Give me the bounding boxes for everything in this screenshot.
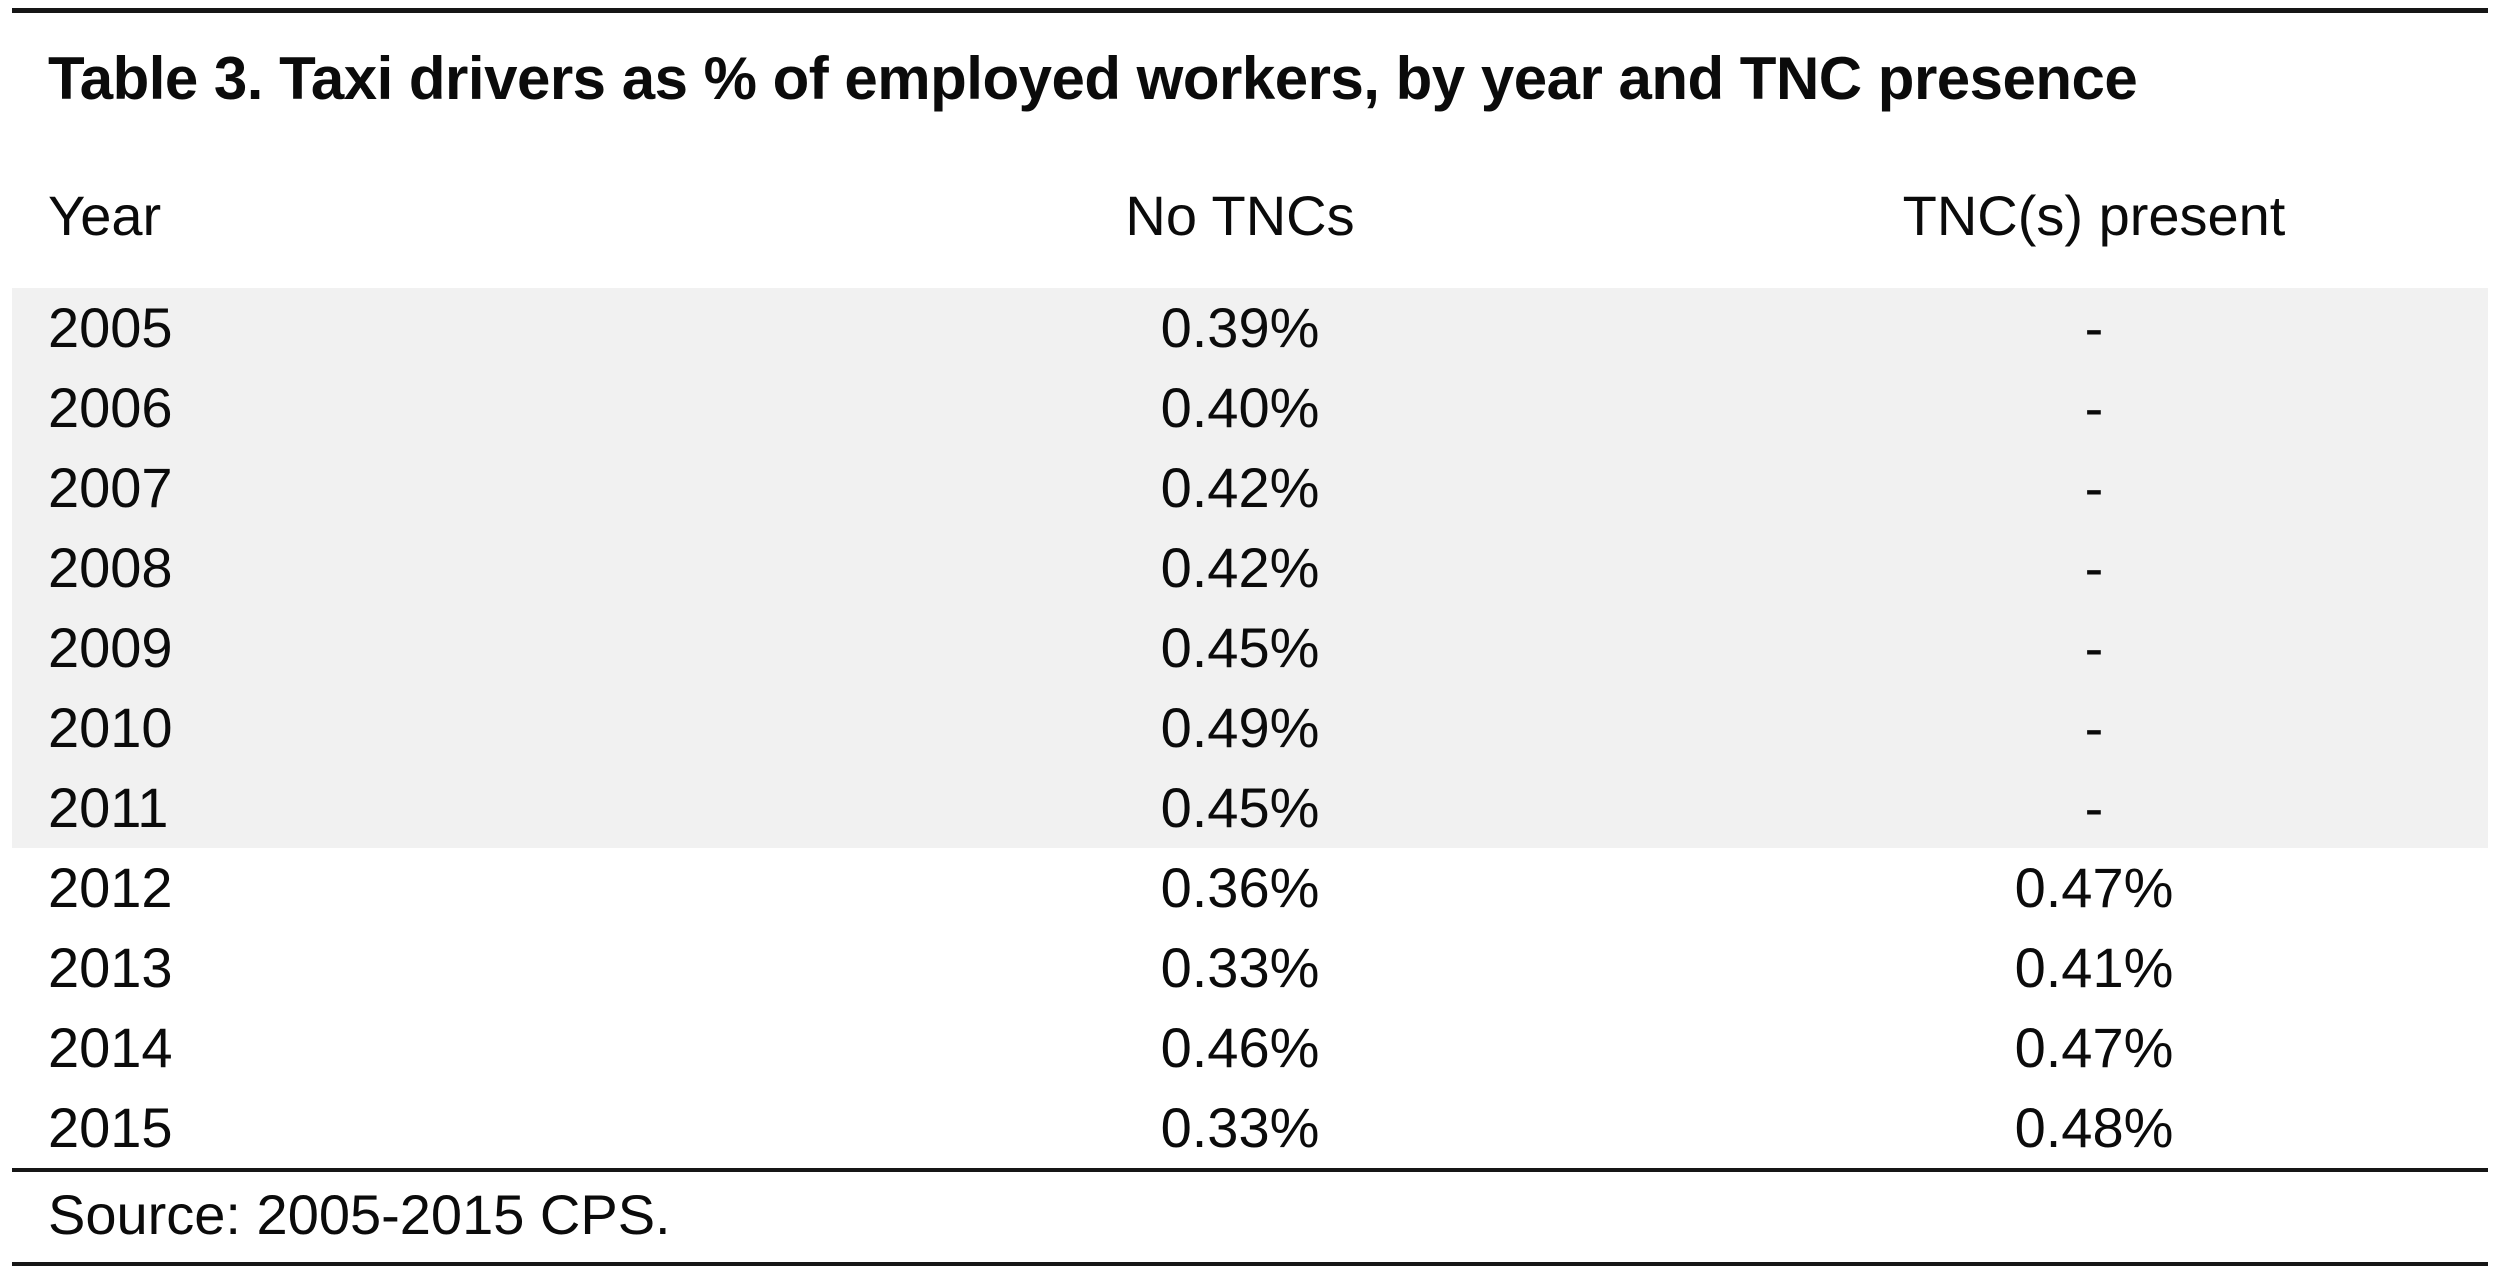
tnc-present-cell: 0.47% — [2014, 856, 2174, 919]
column-header-year: Year — [48, 184, 162, 247]
no-tncs-cell: 0.40% — [1160, 376, 1320, 439]
year-cell: 2015 — [48, 1096, 173, 1159]
table-row: 2011 0.45% - — [12, 768, 2488, 848]
table-row: 2010 0.49% - — [12, 688, 2488, 768]
year-cell: 2011 — [48, 776, 169, 839]
year-cell: 2013 — [48, 936, 173, 999]
table-row: 2006 0.40% - — [12, 368, 2488, 448]
table-row: 2015 0.33% 0.48% — [12, 1088, 2488, 1168]
tnc-present-cell: - — [2084, 696, 2104, 759]
no-tncs-cell: 0.45% — [1160, 776, 1320, 839]
table-row: 2008 0.42% - — [12, 528, 2488, 608]
tnc-present-cell: - — [2084, 456, 2104, 519]
table-row: 2007 0.42% - — [12, 448, 2488, 528]
table-row: 2014 0.46% 0.47% — [12, 1008, 2488, 1088]
table-row: 2012 0.36% 0.47% — [12, 848, 2488, 928]
table-body: 2005 0.39% - 2006 0.40% - 2007 0.42% - 2008 0.42% -… — [12, 288, 2488, 1168]
year-cell: 2010 — [48, 696, 173, 759]
table-header: Year No TNCs TNC(s) present — [12, 110, 2488, 288]
no-tncs-cell: 0.49% — [1160, 696, 1320, 759]
tnc-present-cell: - — [2084, 616, 2104, 679]
no-tncs-cell: 0.39% — [1160, 296, 1320, 359]
year-cell: 2006 — [48, 376, 173, 439]
tnc-present-cell: 0.47% — [2014, 1016, 2174, 1079]
source-note: Source: 2005-2015 CPS. — [48, 1183, 671, 1246]
header-row: Year No TNCs TNC(s) present — [12, 110, 2488, 288]
no-tncs-cell: 0.36% — [1160, 856, 1320, 919]
year-cell: 2014 — [48, 1016, 173, 1079]
year-cell: 2009 — [48, 616, 173, 679]
no-tncs-cell: 0.33% — [1160, 936, 1320, 999]
no-tncs-cell: 0.46% — [1160, 1016, 1320, 1079]
mid-rule — [12, 1168, 2488, 1172]
tnc-present-cell: - — [2084, 536, 2104, 599]
year-cell: 2008 — [48, 536, 173, 599]
table-row: 2009 0.45% - — [12, 608, 2488, 688]
no-tncs-cell: 0.33% — [1160, 1096, 1320, 1159]
no-tncs-cell: 0.42% — [1160, 456, 1320, 519]
tnc-present-cell: - — [2084, 376, 2104, 439]
tnc-present-cell: 0.41% — [2014, 936, 2174, 999]
column-header-tnc-present: TNC(s) present — [1902, 184, 2286, 247]
tnc-present-cell: - — [2084, 776, 2104, 839]
table-row: 2013 0.33% 0.41% — [12, 928, 2488, 1008]
table-title: Table 3. Taxi drivers as % of employed w… — [48, 45, 2138, 112]
year-cell: 2005 — [48, 296, 173, 359]
no-tncs-cell: 0.45% — [1160, 616, 1320, 679]
year-cell: 2007 — [48, 456, 173, 519]
table-figure: Table 3. Taxi drivers as % of employed w… — [0, 8, 2500, 1281]
year-cell: 2012 — [48, 856, 173, 919]
bottom-rule — [12, 1262, 2488, 1266]
tnc-present-cell: 0.48% — [2014, 1096, 2174, 1159]
top-rule — [12, 8, 2488, 13]
column-header-no-tncs: No TNCs — [1125, 184, 1355, 247]
table-row: 2005 0.39% - — [12, 288, 2488, 368]
tnc-present-cell: - — [2084, 296, 2104, 359]
no-tncs-cell: 0.42% — [1160, 536, 1320, 599]
data-table: Year No TNCs TNC(s) present 2005 0.39% -20… — [12, 110, 2488, 1168]
